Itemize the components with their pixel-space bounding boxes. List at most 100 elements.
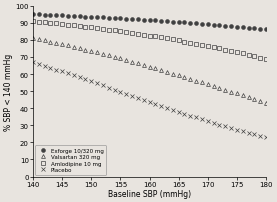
Amlodipine 10 mg — [160, 37, 163, 39]
Placebo — [136, 97, 140, 100]
Placebo — [235, 129, 238, 131]
Exforge 10/320 mg — [189, 23, 192, 25]
Valsartan 320 mg — [154, 68, 157, 70]
Exforge 10/320 mg — [125, 18, 128, 21]
Valsartan 320 mg — [60, 44, 64, 46]
Exforge 10/320 mg — [265, 29, 268, 32]
Exforge 10/320 mg — [253, 28, 256, 30]
Exforge 10/320 mg — [89, 17, 93, 19]
Placebo — [113, 89, 116, 91]
Exforge 10/320 mg — [218, 25, 221, 27]
Placebo — [148, 101, 151, 104]
Amlodipine 10 mg — [194, 43, 198, 46]
Exforge 10/320 mg — [60, 15, 64, 18]
Placebo — [177, 111, 180, 113]
Valsartan 320 mg — [183, 77, 186, 79]
Valsartan 320 mg — [247, 96, 250, 99]
Valsartan 320 mg — [78, 48, 81, 50]
Valsartan 320 mg — [148, 66, 151, 68]
Placebo — [259, 135, 262, 137]
Amlodipine 10 mg — [177, 40, 180, 42]
Placebo — [101, 85, 104, 87]
Exforge 10/320 mg — [259, 28, 262, 31]
Amlodipine 10 mg — [171, 39, 175, 41]
Valsartan 320 mg — [218, 87, 221, 90]
Line: Amlodipine 10 mg: Amlodipine 10 mg — [31, 20, 268, 62]
Amlodipine 10 mg — [84, 26, 87, 29]
Amlodipine 10 mg — [78, 25, 81, 28]
Amlodipine 10 mg — [55, 23, 58, 25]
Amlodipine 10 mg — [136, 33, 140, 36]
Exforge 10/320 mg — [78, 16, 81, 18]
Placebo — [89, 81, 93, 83]
Amlodipine 10 mg — [113, 30, 116, 32]
Exforge 10/320 mg — [43, 14, 46, 17]
Exforge 10/320 mg — [241, 27, 244, 29]
Placebo — [60, 71, 64, 73]
Placebo — [183, 113, 186, 115]
Amlodipine 10 mg — [154, 36, 157, 38]
Placebo — [206, 120, 209, 123]
Amlodipine 10 mg — [224, 49, 227, 52]
Valsartan 320 mg — [136, 63, 140, 65]
Valsartan 320 mg — [171, 73, 175, 75]
Line: Valsartan 320 mg: Valsartan 320 mg — [31, 37, 268, 105]
Placebo — [78, 77, 81, 79]
Amlodipine 10 mg — [142, 34, 145, 37]
Valsartan 320 mg — [200, 82, 204, 84]
Amlodipine 10 mg — [125, 32, 128, 34]
Amlodipine 10 mg — [200, 44, 204, 47]
Exforge 10/320 mg — [212, 24, 215, 27]
Amlodipine 10 mg — [31, 21, 35, 23]
Exforge 10/320 mg — [66, 15, 70, 18]
Exforge 10/320 mg — [235, 26, 238, 29]
Placebo — [241, 130, 244, 133]
Valsartan 320 mg — [95, 52, 99, 54]
Amlodipine 10 mg — [89, 27, 93, 29]
Line: Placebo: Placebo — [31, 61, 268, 140]
Placebo — [154, 103, 157, 105]
Legend: Exforge 10/320 mg, Valsartan 320 mg, Amlodipine 10 mg, Placebo: Exforge 10/320 mg, Valsartan 320 mg, Aml… — [35, 145, 106, 175]
Exforge 10/320 mg — [224, 25, 227, 28]
Placebo — [66, 73, 70, 75]
Placebo — [218, 124, 221, 126]
Exforge 10/320 mg — [142, 19, 145, 22]
Exforge 10/320 mg — [171, 21, 175, 24]
Amlodipine 10 mg — [72, 25, 75, 27]
Exforge 10/320 mg — [84, 16, 87, 19]
Exforge 10/320 mg — [148, 20, 151, 22]
Exforge 10/320 mg — [113, 18, 116, 20]
Exforge 10/320 mg — [229, 26, 233, 28]
Exforge 10/320 mg — [101, 17, 104, 20]
Placebo — [229, 127, 233, 130]
Amlodipine 10 mg — [95, 28, 99, 30]
Amlodipine 10 mg — [119, 31, 122, 33]
Valsartan 320 mg — [130, 61, 134, 64]
Amlodipine 10 mg — [218, 48, 221, 50]
Placebo — [194, 117, 198, 119]
Exforge 10/320 mg — [136, 19, 140, 21]
Exforge 10/320 mg — [160, 21, 163, 23]
Valsartan 320 mg — [113, 56, 116, 59]
Amlodipine 10 mg — [43, 22, 46, 24]
Placebo — [37, 63, 40, 66]
Exforge 10/320 mg — [200, 23, 204, 26]
Amlodipine 10 mg — [247, 54, 250, 57]
Exforge 10/320 mg — [31, 14, 35, 16]
Exforge 10/320 mg — [55, 15, 58, 17]
Amlodipine 10 mg — [235, 52, 238, 54]
Valsartan 320 mg — [89, 50, 93, 53]
Placebo — [142, 99, 145, 102]
Valsartan 320 mg — [72, 46, 75, 49]
Placebo — [130, 95, 134, 97]
Placebo — [55, 69, 58, 72]
Placebo — [224, 125, 227, 128]
Valsartan 320 mg — [84, 49, 87, 52]
Amlodipine 10 mg — [189, 42, 192, 45]
Valsartan 320 mg — [235, 93, 238, 95]
Placebo — [253, 134, 256, 136]
Exforge 10/320 mg — [206, 24, 209, 26]
Placebo — [189, 115, 192, 117]
Placebo — [165, 107, 169, 109]
Placebo — [171, 109, 175, 112]
